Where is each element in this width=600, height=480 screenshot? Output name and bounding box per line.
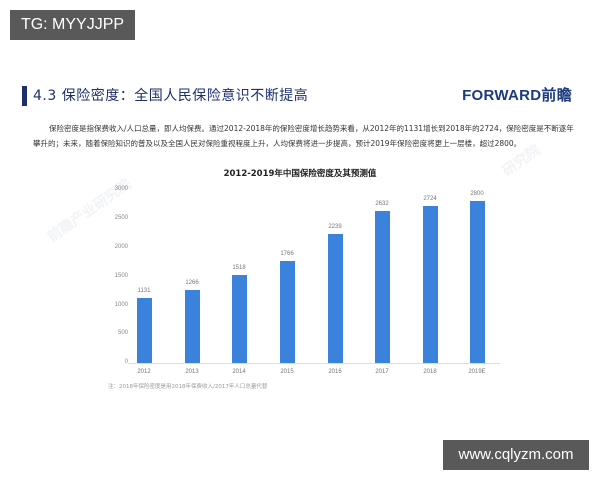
chart-note: 注：2018年保险密度是用2018年保费收入/2017年人口总量代替	[108, 384, 268, 390]
bar-value-label: 1266	[185, 280, 199, 286]
tag-badge: TG: MYYJJPP	[10, 10, 135, 40]
bar-value-label: 2724	[423, 196, 437, 202]
bar-2019e	[470, 201, 485, 363]
watermark: 前瞻产业研究院	[44, 176, 135, 246]
bar-value-label: 2239	[328, 224, 342, 230]
section-accent-bar	[22, 86, 27, 106]
x-tick: 2019E	[468, 369, 486, 375]
url-badge: www.cqlyzm.com	[443, 440, 589, 470]
bar-2012	[137, 298, 152, 363]
bar-value-label: 1766	[280, 251, 294, 257]
x-axis-line	[128, 363, 500, 364]
bar-value-label: 2800	[470, 191, 484, 197]
bar-2014	[232, 275, 247, 363]
x-tick: 2012	[137, 369, 151, 375]
bar-value-label: 2632	[375, 201, 389, 207]
bar-2016	[328, 234, 343, 363]
section-header: 4.3 保险密度：全国人民保险意识不断提高 FORWARD前瞻	[22, 84, 582, 108]
bar-2015	[280, 261, 295, 363]
y-tick: 3000	[114, 186, 128, 192]
x-tick: 2016	[328, 369, 342, 375]
y-tick: 500	[117, 330, 128, 336]
y-tick: 1000	[114, 302, 128, 308]
paragraph-text: 保险密度是指保费收入/人口总量，即人均保费。通过2012-2018年的保险密度增…	[33, 124, 574, 148]
y-tick: 2500	[114, 215, 128, 221]
x-tick: 2013	[185, 369, 199, 375]
y-tick: 0	[124, 359, 128, 365]
x-tick: 2015	[280, 369, 294, 375]
body-paragraph: 保险密度是指保费收入/人口总量，即人均保费。通过2012-2018年的保险密度增…	[33, 121, 578, 151]
x-tick: 2014	[232, 369, 246, 375]
bar-value-label: 1131	[137, 288, 151, 294]
bar-2013	[185, 290, 200, 363]
bar-value-label: 1518	[232, 265, 246, 271]
x-tick: 2018	[423, 369, 437, 375]
section-title: 4.3 保险密度：全国人民保险意识不断提高	[33, 88, 309, 104]
x-tick: 2017	[375, 369, 389, 375]
y-tick: 1500	[114, 273, 128, 279]
forward-logo: FORWARD前瞻	[462, 87, 572, 104]
bar-2017	[375, 211, 390, 363]
chart-title: 2012-2019年中国保险密度及其预测值	[223, 169, 377, 179]
bar-2018	[423, 206, 438, 363]
y-tick: 2000	[114, 244, 128, 250]
